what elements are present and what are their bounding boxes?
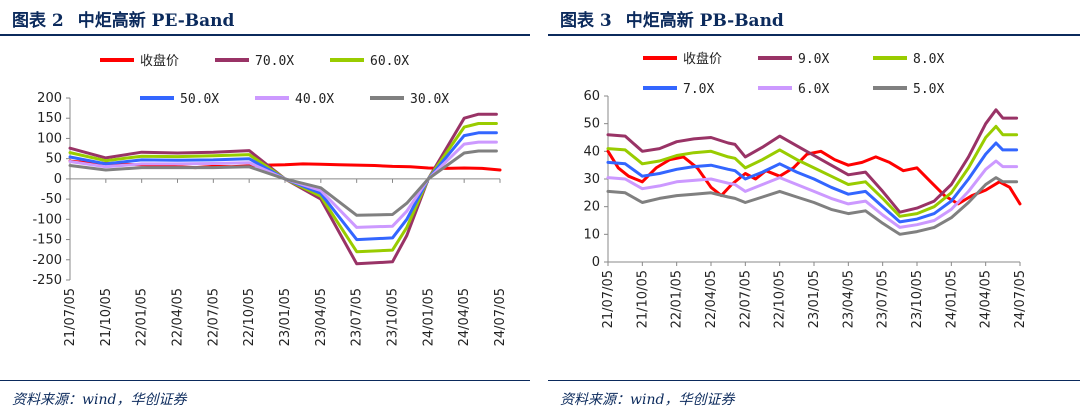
x-tick-label: 24/07/05 (493, 288, 508, 346)
legend-label: 60.0X (370, 54, 409, 69)
x-tick-label: 21/07/05 (601, 270, 616, 328)
series-line-40.0X (68, 140, 498, 229)
y-tick-label: -200 (32, 253, 62, 268)
y-tick-label: 10 (583, 227, 600, 242)
y-tick-label: 60 (583, 89, 600, 104)
series-line-60.0X (68, 122, 498, 254)
series-line-8.0X (606, 124, 1019, 218)
figure-name: 中炬高新 PE-Band (77, 11, 235, 31)
y-tick-label: 30 (583, 172, 600, 187)
legend-label: 40.0X (295, 92, 334, 107)
legend-label: 6.0X (798, 82, 829, 97)
title-rule (0, 34, 530, 36)
pb-band-panel: 图表 3 中炬高新 PB-Band 0 10 20 30 40 50 60 21/07/05 21… (548, 0, 1080, 420)
series-line-6.0X (606, 159, 1019, 229)
y-tick-label: -50 (41, 192, 62, 207)
x-tick-label: 22/04/05 (171, 288, 186, 346)
x-tick-label: 23/07/05 (350, 288, 365, 346)
source-note: 资料来源：wind，华创证券 (12, 392, 187, 408)
figure-title: 图表 3 中炬高新 PB-Band (560, 6, 798, 31)
legend-label: 5.0X (913, 82, 944, 97)
y-tick-label: 40 (583, 144, 600, 159)
x-tick-label: 22/10/05 (773, 270, 788, 328)
x-tick-label: 23/04/05 (841, 270, 856, 328)
x-tick-label: 21/10/05 (635, 270, 650, 328)
title-rule (548, 34, 1080, 36)
x-tick-label: 21/10/05 (99, 288, 114, 346)
x-tick-label: 24/01/05 (944, 270, 959, 328)
x-tick-label: 22/07/05 (206, 288, 221, 346)
legend-label: 收盘价 (683, 51, 722, 67)
y-tick-label: -100 (32, 212, 62, 227)
x-tick-label: 23/10/05 (386, 288, 401, 346)
figure-label: 图表 3 (560, 11, 612, 31)
legend-label: 50.0X (180, 92, 219, 107)
x-tick-label: 23/10/05 (910, 270, 925, 328)
x-tick-label: 24/04/05 (979, 270, 994, 328)
y-tick-label: 0 (54, 172, 62, 187)
figure-label: 图表 2 (12, 11, 64, 31)
y-tick-label: 50 (45, 152, 62, 167)
x-tick-label: 23/01/05 (278, 288, 293, 346)
x-tick-label: 24/04/05 (457, 288, 472, 346)
series-line-7.0X (606, 141, 1019, 224)
legend-label: 9.0X (798, 52, 829, 67)
series-line-70.0X (68, 112, 498, 266)
x-tick-label: 22/04/05 (704, 270, 719, 328)
x-tick-label: 24/07/05 (1013, 270, 1028, 328)
series-line-50.0X (68, 131, 498, 242)
y-tick-label: 200 (37, 91, 62, 106)
pe-band-panel: 图表 2 中炬高新 PE-Band -250 -200 -150 -100 -50 0 50 1… (0, 0, 530, 420)
x-tick-label: 23/01/05 (807, 270, 822, 328)
source-note: 资料来源：wind，华创证券 (560, 392, 735, 408)
y-tick-label: 100 (37, 131, 62, 146)
pb-band-chart: 0 10 20 30 40 50 60 21/07/05 21/10/05 22/01/05 22/… (583, 51, 1028, 328)
source-rule (0, 380, 530, 381)
x-tick-label: 23/04/05 (314, 288, 329, 346)
y-tick-label: -150 (32, 233, 62, 248)
y-tick-label: 0 (592, 255, 600, 270)
x-tick-label: 22/10/05 (242, 288, 257, 346)
x-tick-label: 24/01/05 (421, 288, 436, 346)
y-tick-label: 20 (583, 200, 600, 215)
legend-label: 30.0X (410, 92, 449, 107)
legend-label: 8.0X (913, 52, 944, 67)
x-tick-label: 22/01/05 (135, 288, 150, 346)
y-tick-label: 50 (583, 117, 600, 132)
figure-title: 图表 2 中炬高新 PE-Band (12, 6, 248, 31)
x-tick-label: 23/07/05 (876, 270, 891, 328)
x-tick-label: 21/07/05 (63, 288, 78, 346)
y-tick-label: -250 (32, 273, 62, 288)
x-tick-label: 22/07/05 (738, 270, 753, 328)
y-tick-label: 150 (37, 111, 62, 126)
series-line-9.0X (606, 108, 1019, 214)
legend-label: 7.0X (683, 82, 714, 97)
series-line-5.0X (606, 176, 1019, 236)
source-rule (548, 380, 1080, 381)
legend-label: 收盘价 (140, 53, 179, 69)
x-tick-label: 22/01/05 (670, 270, 685, 328)
figure-name: 中炬高新 PB-Band (625, 11, 784, 31)
legend-label: 70.0X (255, 54, 294, 69)
series-line-30.0X (68, 149, 498, 217)
series-line-收盘价 (606, 149, 1022, 206)
pe-band-chart: -250 -200 -150 -100 -50 0 50 100 150 200 21/07/05 2… (32, 53, 508, 346)
